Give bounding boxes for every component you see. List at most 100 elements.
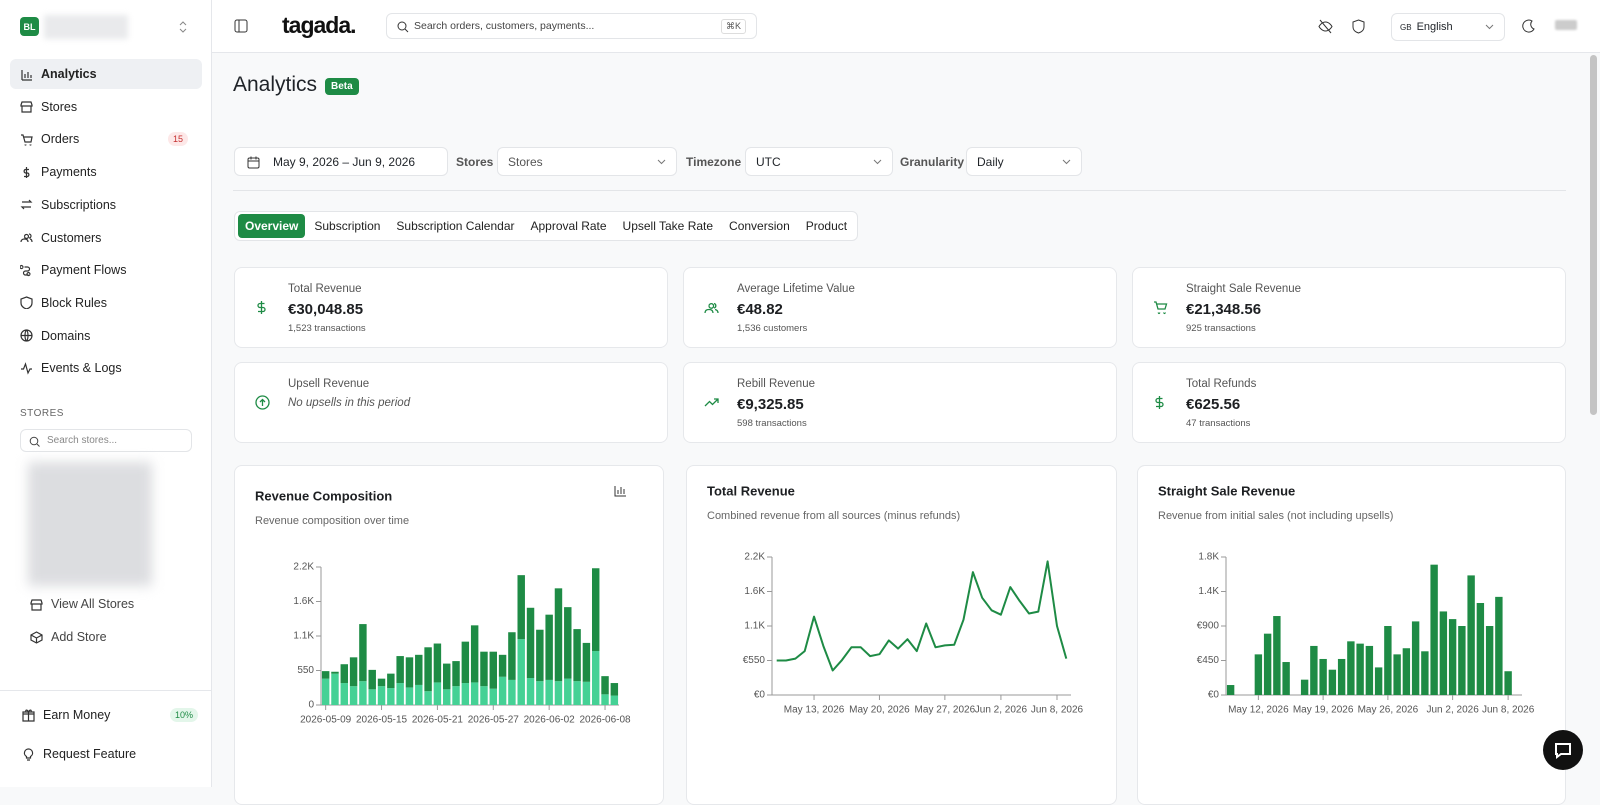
nav-item[interactable]: Analytics: [10, 59, 202, 89]
nav-badge: 15: [167, 132, 188, 147]
nav-item[interactable]: Customers: [10, 223, 202, 253]
icon-shape: [30, 630, 43, 644]
bar: [1319, 658, 1327, 695]
nav-label: Stores: [41, 99, 78, 114]
nav-item[interactable]: Domains: [10, 321, 202, 351]
store-link[interactable]: View All Stores: [20, 589, 212, 619]
bar: [1328, 669, 1337, 695]
bar: [517, 575, 525, 640]
chat-button[interactable]: [1543, 730, 1583, 770]
sidebar-toggle[interactable]: [234, 19, 248, 33]
tab[interactable]: Subscription Calendar: [396, 219, 515, 233]
tab[interactable]: Conversion: [729, 219, 790, 233]
nav-item[interactable]: Stores: [10, 92, 202, 122]
x-tick-label: Jun 8, 2026: [1482, 705, 1535, 716]
tab[interactable]: Overview: [238, 214, 306, 238]
nav-item[interactable]: Events & Logs: [10, 353, 202, 383]
kpi-card: Average Lifetime Value €48.82 1,536 custom…: [683, 267, 1117, 348]
kpi-label: Average Lifetime Value: [737, 283, 855, 295]
kpi-icon: [257, 301, 266, 314]
nav-item[interactable]: Orders 15: [10, 124, 202, 154]
chart-card: Straight Sale Revenue Revenue from initia…: [1137, 465, 1566, 805]
icon-shape: [20, 329, 33, 342]
theme-toggle[interactable]: [1522, 19, 1536, 33]
bar: [1374, 667, 1383, 695]
bar: [591, 651, 600, 705]
nav-item[interactable]: Subscriptions: [10, 190, 202, 220]
footer-label: Request Feature: [43, 747, 137, 761]
tab[interactable]: Product: [805, 219, 848, 233]
bar: [526, 678, 535, 705]
footer-item[interactable]: Request Feature: [12, 739, 204, 769]
icon-shape: [20, 233, 33, 243]
beta-badge: Beta: [325, 78, 359, 95]
nav-item[interactable]: Block Rules: [10, 288, 202, 318]
icon-shape: [704, 398, 719, 407]
chart-type-toggle[interactable]: [614, 486, 626, 497]
bar: [1282, 662, 1290, 695]
bar: [517, 639, 525, 705]
y-tick-label: 1.6K: [293, 596, 314, 607]
store-search[interactable]: Search stores...: [20, 429, 192, 452]
y-tick-label: €900: [1197, 621, 1220, 632]
user-avatar[interactable]: [1555, 20, 1577, 30]
nav-label: Orders: [41, 132, 80, 147]
x-tick-label: May 12, 2026: [1228, 705, 1289, 716]
security-button[interactable]: [1352, 19, 1365, 34]
bar: [573, 681, 581, 705]
bar: [433, 643, 442, 683]
workspace-switch[interactable]: [178, 20, 188, 34]
privacy-toggle[interactable]: [1318, 19, 1333, 34]
bar: [415, 654, 423, 685]
kpi-icon: [1154, 301, 1168, 315]
tab[interactable]: Subscription: [314, 219, 381, 233]
bar: [424, 691, 432, 705]
bar: [321, 671, 330, 679]
y-tick-label: €550: [743, 655, 766, 666]
store-link-icon: [30, 598, 43, 611]
x-tick-label: 2026-05-09: [300, 715, 352, 726]
icon-shape: [257, 301, 266, 314]
y-tick-label: 1.6K: [744, 586, 765, 597]
nav-label: Payment Flows: [41, 263, 127, 278]
timezone-label: Timezone: [686, 155, 742, 169]
language-flag: GB: [1400, 22, 1412, 32]
kpi-label: Upsell Revenue: [288, 378, 370, 390]
store-link[interactable]: Add Store: [20, 622, 212, 652]
timezone-select[interactable]: UTC: [745, 147, 893, 176]
granularity-select[interactable]: Daily: [966, 147, 1082, 176]
bar: [396, 683, 404, 705]
nav-item[interactable]: Payment Flows: [10, 255, 202, 285]
icon-shape: [704, 302, 719, 314]
stores-filter[interactable]: Stores: [497, 147, 677, 176]
icon-shape: [255, 395, 270, 410]
bar: [508, 632, 516, 680]
y-tick-label: 2.2K: [744, 552, 765, 563]
bar: [1356, 643, 1364, 695]
kpi-sub: 925 transactions: [1186, 323, 1256, 334]
x-tick-label: Jun 2, 2026: [1426, 705, 1479, 716]
tab[interactable]: Upsell Take Rate: [622, 219, 714, 233]
store-search-placeholder: Search stores...: [47, 435, 118, 446]
global-search[interactable]: Search orders, customers, payments... ⌘K: [386, 13, 757, 39]
tab[interactable]: Approval Rate: [530, 219, 607, 233]
bar: [387, 673, 395, 689]
kpi-icon: [255, 395, 270, 410]
logo[interactable]: tagada.: [282, 12, 357, 38]
workspace-avatar[interactable]: BL: [20, 17, 39, 36]
chart: Revenue Composition Revenue composition o…: [255, 486, 631, 726]
footer-item[interactable]: Earn Money 10%: [12, 700, 204, 730]
bar: [545, 679, 553, 705]
kpi-icon: [1155, 396, 1164, 409]
nav-icon: [21, 134, 33, 146]
nav-icon: [20, 199, 33, 210]
timezone-value: UTC: [756, 154, 781, 169]
nav-item[interactable]: Payments: [10, 157, 202, 187]
language-select[interactable]: GB English: [1391, 13, 1505, 41]
bar: [1365, 645, 1374, 695]
kpi-note: No upsells in this period: [288, 397, 411, 409]
date-range-picker[interactable]: May 9, 2026 – Jun 9, 2026: [234, 147, 448, 176]
scrollbar[interactable]: [1590, 55, 1597, 415]
bar: [340, 683, 349, 705]
nav-icon: [20, 101, 33, 113]
